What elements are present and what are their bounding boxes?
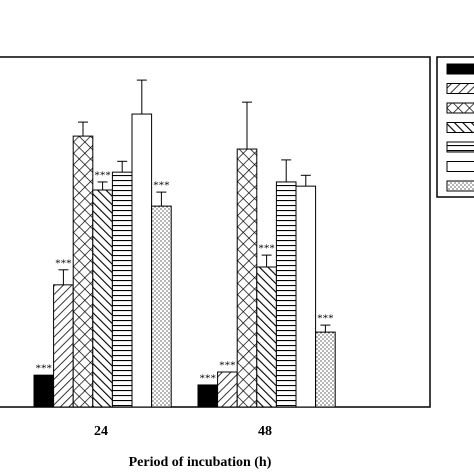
bar [236, 148, 258, 408]
bar [92, 189, 113, 408]
bar [111, 171, 133, 408]
bar [131, 113, 153, 408]
bar [217, 371, 238, 408]
significance-label: *** [153, 180, 170, 192]
x-tick-label: 48 [258, 424, 272, 439]
bar [295, 185, 317, 408]
significance-label: *** [36, 363, 53, 375]
bar [275, 181, 297, 408]
legend-swatch [446, 83, 474, 94]
bar [151, 205, 172, 408]
bar [33, 374, 55, 408]
significance-label: *** [200, 372, 217, 384]
bar [53, 284, 74, 408]
legend-swatch [446, 141, 474, 153]
bar [315, 331, 336, 408]
legend-swatch [446, 161, 474, 172]
legend-swatch [446, 63, 474, 75]
significance-label: *** [258, 243, 275, 255]
legend-swatch [446, 102, 474, 114]
bar [72, 135, 94, 408]
significance-label: *** [55, 257, 72, 269]
significance-label: *** [94, 169, 111, 181]
bar [256, 266, 277, 408]
x-axis-title: Period of incubation (h) [129, 455, 272, 470]
bar [197, 384, 219, 408]
significance-label: *** [219, 360, 236, 372]
significance-label: *** [317, 313, 334, 325]
legend-swatch [446, 122, 474, 133]
x-tick-label: 24 [94, 424, 108, 439]
legend-swatch [446, 180, 474, 192]
